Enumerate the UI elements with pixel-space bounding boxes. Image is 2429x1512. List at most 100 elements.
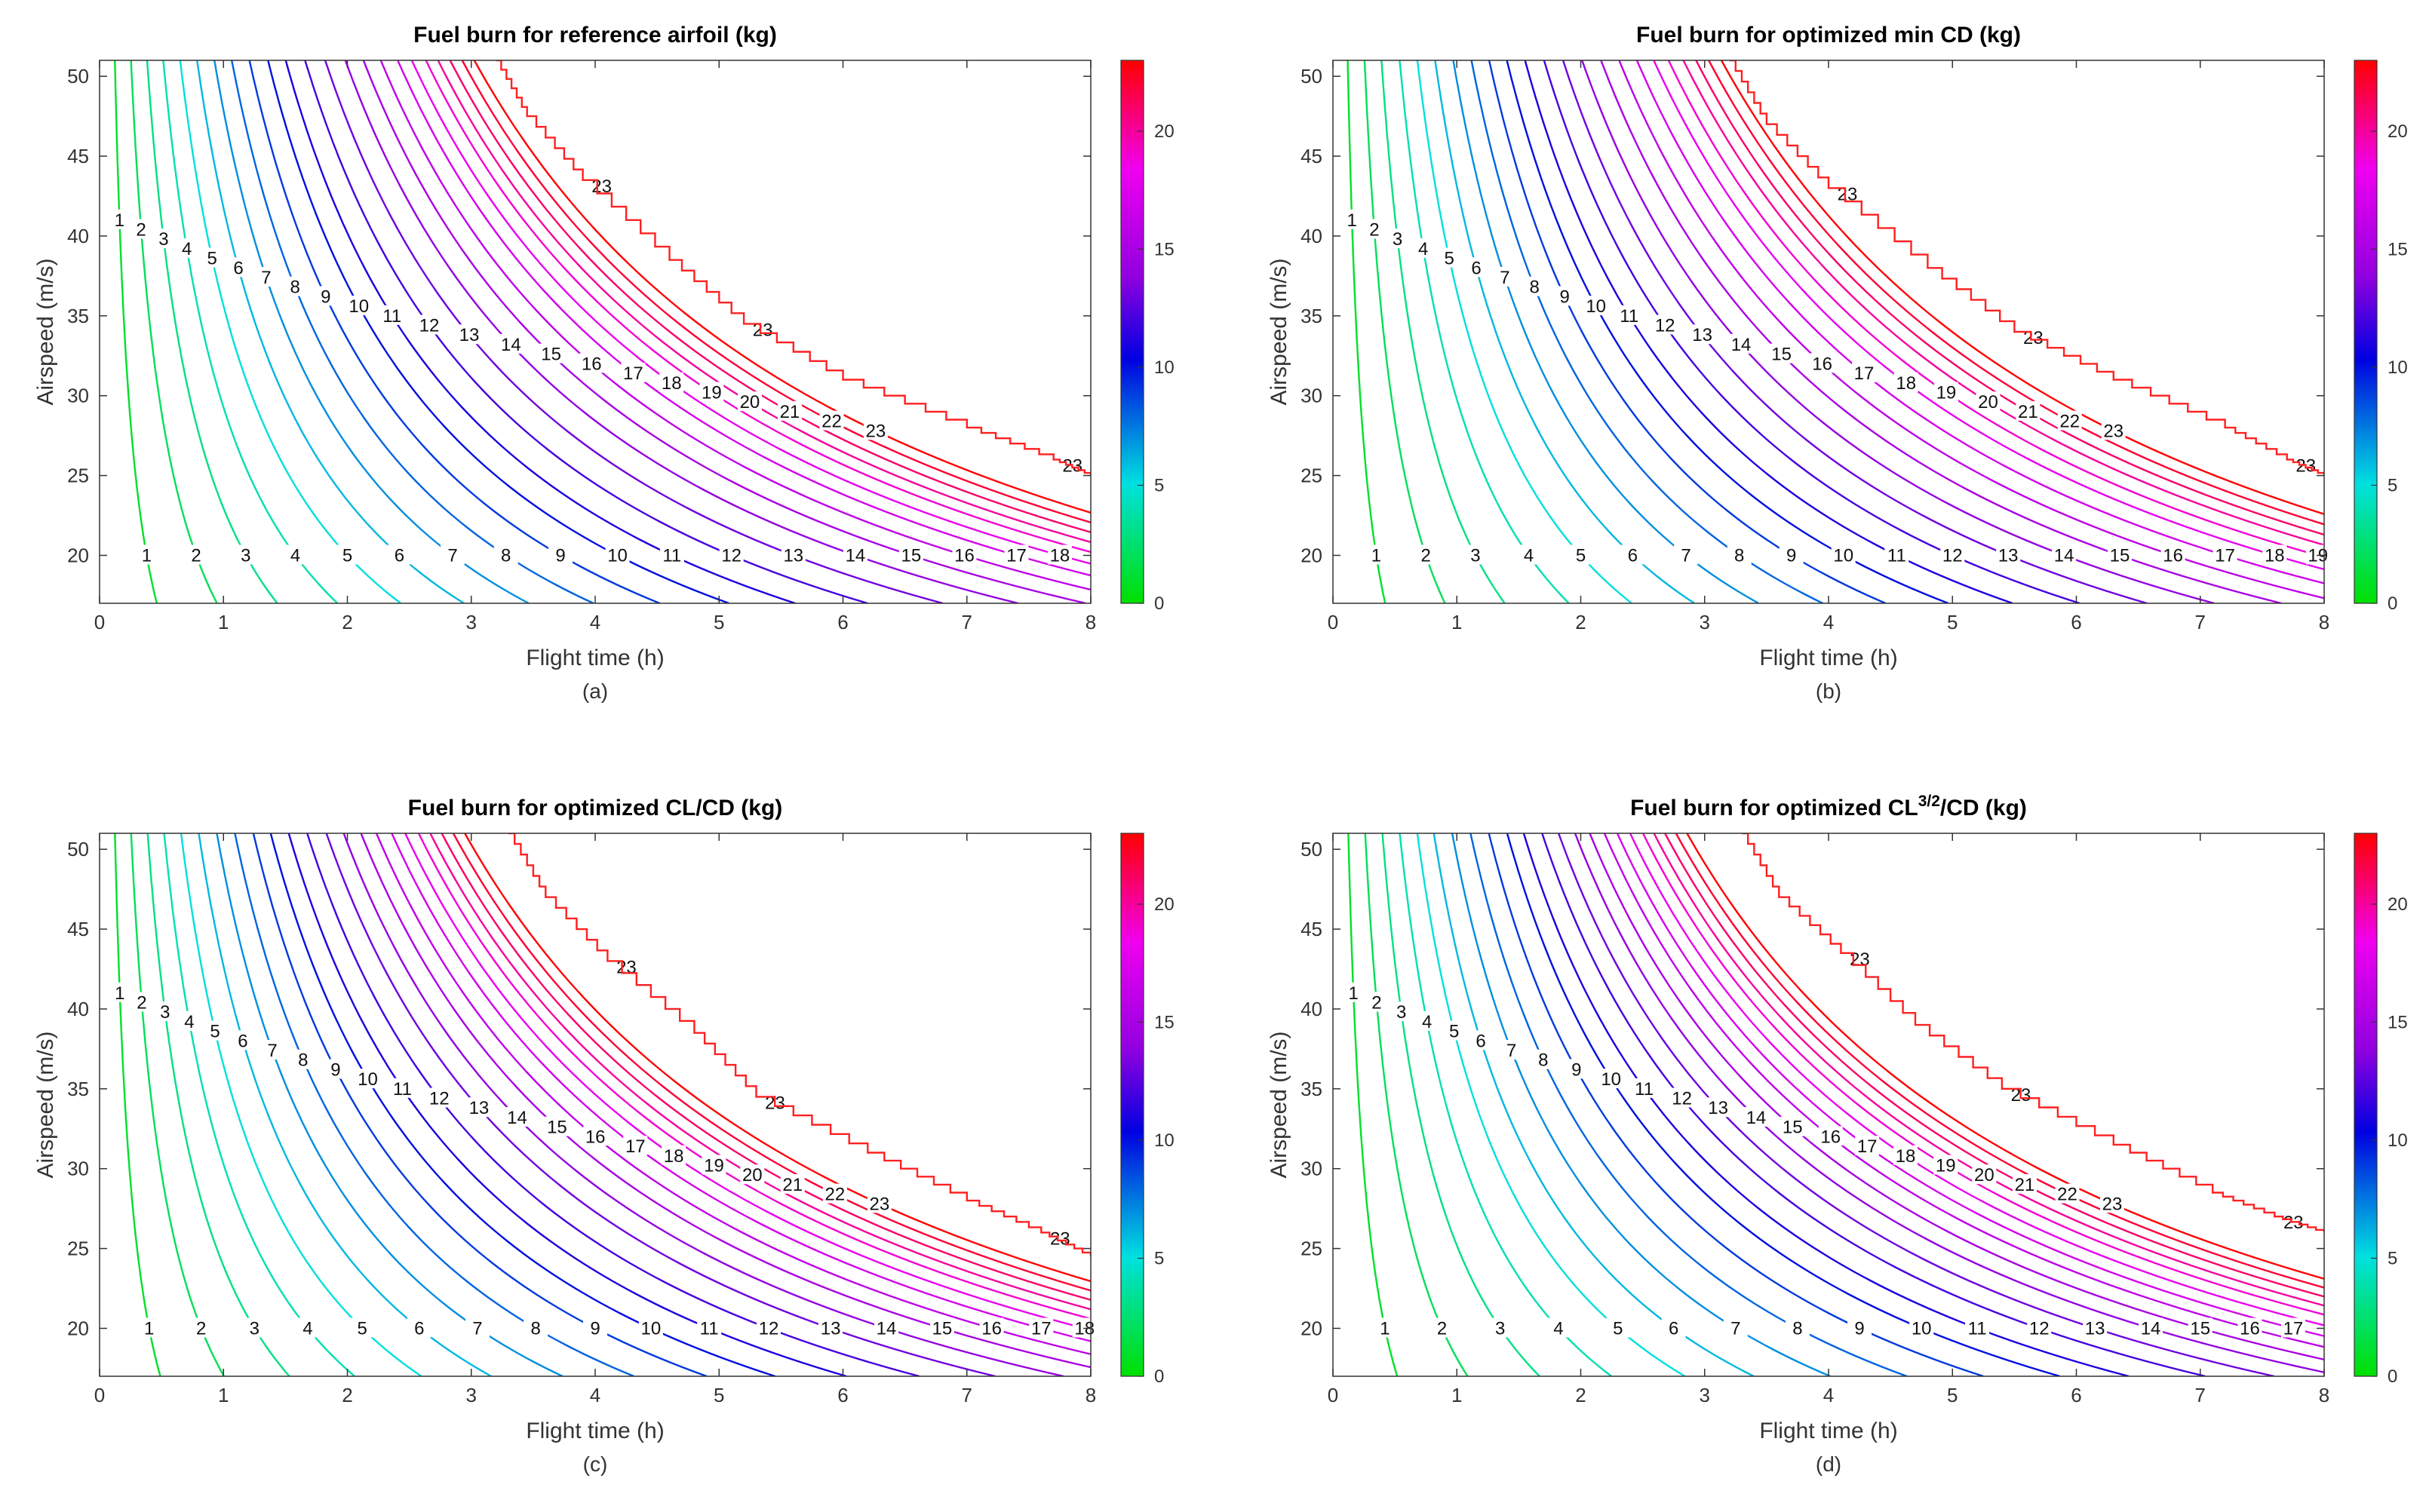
colorbar-tick-label: 0 bbox=[2388, 593, 2397, 614]
contour-label-bg bbox=[539, 343, 563, 363]
contour-label-5: 5 bbox=[358, 1318, 367, 1339]
contour-label-bg bbox=[1933, 382, 1958, 402]
contour-label-19: 19 bbox=[1936, 1155, 1956, 1176]
colorbar-tick-label: 5 bbox=[1154, 1248, 1164, 1268]
contour-label-bg bbox=[1463, 544, 1488, 565]
y-tick-label: 45 bbox=[1300, 918, 1322, 940]
contour-label-bg bbox=[1620, 544, 1645, 565]
boundary-label-bg bbox=[2020, 327, 2047, 347]
contour-label-15: 15 bbox=[541, 345, 561, 365]
contour-label-bg bbox=[737, 391, 762, 412]
chart-title: Fuel burn for optimized min CD (kg) bbox=[1636, 23, 2021, 48]
contour-labels: 1122334455667788991010111112121313141415… bbox=[107, 956, 1097, 1339]
contour-label-13: 13 bbox=[459, 325, 480, 345]
colorbar-tick-label: 15 bbox=[2388, 1012, 2408, 1032]
contour-line-23 bbox=[464, 833, 1091, 1283]
y-tick-label: 40 bbox=[1300, 998, 1322, 1020]
contour-line-17 bbox=[397, 60, 1091, 577]
contour-label-4: 4 bbox=[1553, 1318, 1563, 1339]
contour-line-3 bbox=[146, 833, 290, 1376]
contour-label-bg bbox=[697, 1317, 722, 1338]
contour-label-bg bbox=[290, 1049, 315, 1069]
axes-box bbox=[99, 60, 1092, 604]
contour-line-17 bbox=[1616, 833, 2324, 1337]
y-tick-label: 20 bbox=[1300, 544, 1322, 566]
contour-label-bg bbox=[230, 1030, 255, 1050]
contour-label-bg bbox=[1743, 1106, 1768, 1127]
contour-line-5 bbox=[1416, 833, 1686, 1376]
contour-line-8 bbox=[1469, 833, 1908, 1376]
contour-label-14: 14 bbox=[846, 545, 866, 566]
contour-label-bg bbox=[1996, 544, 2021, 565]
contour-label-bg bbox=[466, 1097, 491, 1118]
contour-label-bg bbox=[843, 544, 868, 565]
contour-label-19: 19 bbox=[1936, 382, 1957, 403]
contour-line-10 bbox=[267, 60, 729, 603]
contour-label-bg bbox=[1029, 1317, 1054, 1338]
contour-label-12: 12 bbox=[429, 1089, 450, 1109]
contour-label-16: 16 bbox=[582, 354, 602, 374]
contour-label-1: 1 bbox=[1371, 545, 1381, 566]
contour-label-bg bbox=[1933, 1155, 1958, 1175]
contour-panels: 1122334455667788991010111112121313141415… bbox=[33, 23, 2408, 1476]
contour-label-3: 3 bbox=[241, 545, 250, 566]
colorbar-tick-label: 15 bbox=[1154, 1012, 1175, 1032]
contour-label-16: 16 bbox=[1820, 1127, 1841, 1147]
contour-line-11 bbox=[1522, 833, 2130, 1376]
contour-label-bg bbox=[295, 1317, 320, 1338]
contour-label-bg bbox=[583, 1126, 608, 1146]
x-tick-label: 4 bbox=[590, 1384, 600, 1406]
y-tick-label: 45 bbox=[1300, 145, 1322, 167]
contour-label-bg bbox=[1488, 1317, 1512, 1338]
contour-line-9 bbox=[1488, 833, 1984, 1376]
contour-line-3 bbox=[1381, 833, 1540, 1376]
contour-label-20: 20 bbox=[1978, 392, 1998, 413]
contour-label-bg bbox=[1617, 305, 1641, 325]
contour-label-15: 15 bbox=[1771, 345, 1792, 365]
chart-title: Fuel burn for optimized CL/CD (kg) bbox=[408, 796, 783, 820]
contour-label-bg bbox=[355, 1069, 380, 1089]
contour-label-5: 5 bbox=[1445, 249, 1454, 269]
x-tick-label: 3 bbox=[466, 1384, 477, 1406]
contour-label-10: 10 bbox=[1601, 1069, 1621, 1090]
contour-line-9 bbox=[1488, 60, 1887, 603]
contour-label-14: 14 bbox=[507, 1108, 527, 1128]
colorbar-tick-label: 5 bbox=[2388, 1248, 2397, 1268]
contour-label-bg bbox=[1893, 1145, 1918, 1165]
contour-label-18: 18 bbox=[664, 1146, 684, 1167]
feasibility-boundary bbox=[508, 833, 1091, 1257]
contour-line-6 bbox=[1434, 60, 1695, 603]
contour-label-9: 9 bbox=[1559, 287, 1569, 307]
contour-label-1: 1 bbox=[142, 545, 152, 566]
y-tick-label: 30 bbox=[67, 1158, 89, 1180]
contour-labels: 1122334455667788991010111112121313141415… bbox=[1340, 183, 2330, 566]
colorbar bbox=[2354, 60, 2378, 604]
contour-label-4: 4 bbox=[184, 1012, 194, 1032]
contour-label-14: 14 bbox=[1731, 335, 1752, 355]
y-tick-label: 20 bbox=[1300, 1317, 1322, 1339]
contour-label-14: 14 bbox=[2141, 1318, 2161, 1339]
contour-label-bg bbox=[1976, 391, 2001, 412]
colorbar-tick-label: 20 bbox=[2388, 894, 2408, 915]
contour-lines bbox=[114, 60, 1091, 603]
contour-label-bg bbox=[1831, 544, 1856, 565]
contour-label-bg bbox=[107, 982, 132, 1002]
contour-label-bg bbox=[1706, 1097, 1730, 1118]
contour-label-5: 5 bbox=[207, 249, 217, 269]
contour-label-7: 7 bbox=[1681, 545, 1690, 566]
contour-label-bg bbox=[1464, 257, 1489, 278]
contour-label-bg bbox=[1723, 1317, 1748, 1338]
contour-label-11: 11 bbox=[1887, 545, 1906, 566]
contour-panel-3: 1122334455667788991010111112121313141415… bbox=[33, 796, 1175, 1476]
contour-label-bg bbox=[1564, 1059, 1589, 1079]
contour-line-15 bbox=[362, 60, 1086, 603]
contour-label-17: 17 bbox=[623, 363, 643, 384]
contour-label-8: 8 bbox=[1792, 1318, 1802, 1339]
colorbar-tick-label: 10 bbox=[2388, 357, 2408, 378]
contour-label-bg bbox=[623, 1136, 648, 1156]
contour-label-15: 15 bbox=[2190, 1318, 2210, 1339]
contour-label-12: 12 bbox=[1655, 316, 1675, 336]
contour-line-13 bbox=[325, 833, 996, 1376]
contour-label-bg bbox=[151, 228, 176, 249]
contour-label-8: 8 bbox=[1734, 545, 1744, 566]
